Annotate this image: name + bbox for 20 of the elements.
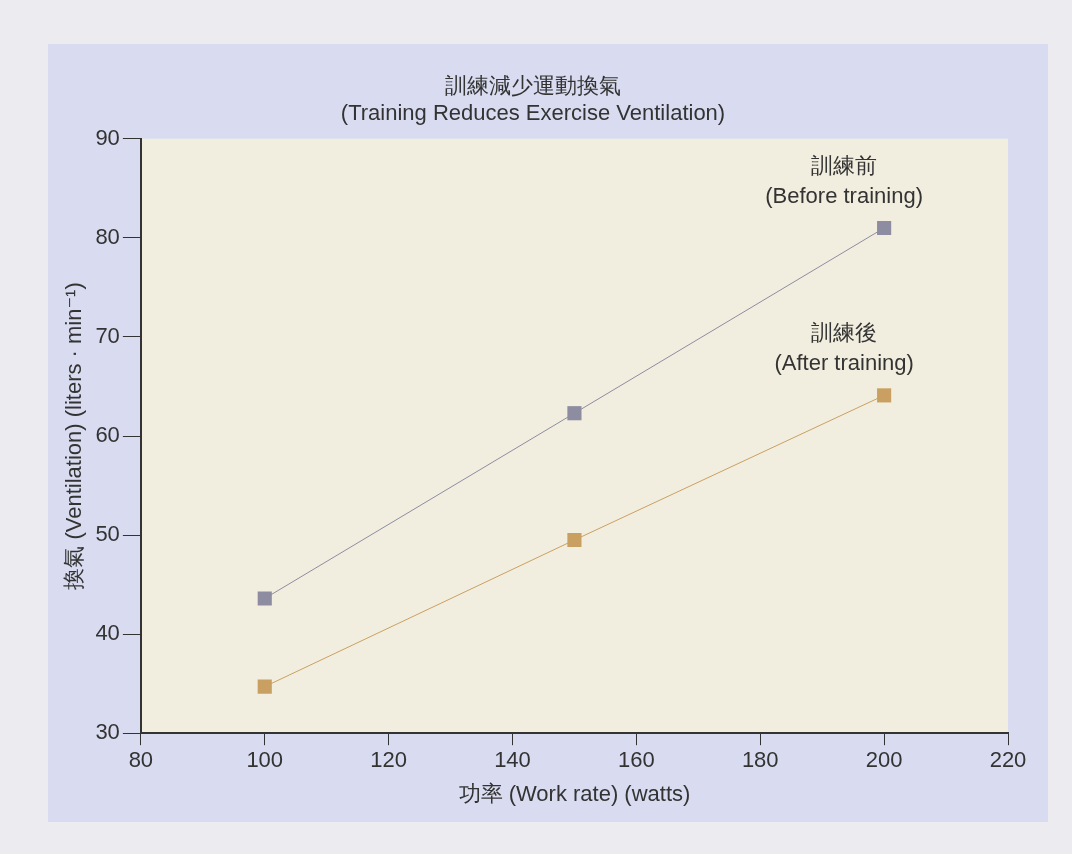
y-tick-label: 80 [95, 223, 120, 249]
y-tick-label: 60 [95, 422, 120, 448]
y-tick-label: 50 [95, 521, 120, 547]
y-tick-label: 70 [95, 323, 120, 348]
x-tick-label: 140 [494, 747, 531, 773]
x-tick-label: 120 [370, 747, 407, 773]
x-tick-label: 80 [128, 747, 154, 773]
chart-title: 訓練減少運動換氣 (Training Reduces Exercise Ventilation) [340, 73, 726, 125]
x-tick-label: 220 [989, 747, 1027, 773]
series-label: 訓練後 (After training) [774, 320, 914, 376]
y-tick-label: 40 [95, 620, 120, 646]
x-tick-label: 100 [246, 747, 284, 773]
x-tick-label: 180 [741, 747, 779, 773]
y-tick-label: 90 [95, 124, 120, 150]
x-tick-label: 200 [865, 747, 903, 773]
x-tick-label: 160 [618, 747, 655, 773]
y-tick-label: 30 [95, 719, 120, 745]
y-axis-title: 換氣 (Ventilation) (liters · min⁻¹) [61, 282, 87, 590]
series-label: 訓練前 (Before training) [765, 153, 923, 209]
x-axis-title: 功率 (Work rate) (watts) [458, 780, 691, 806]
